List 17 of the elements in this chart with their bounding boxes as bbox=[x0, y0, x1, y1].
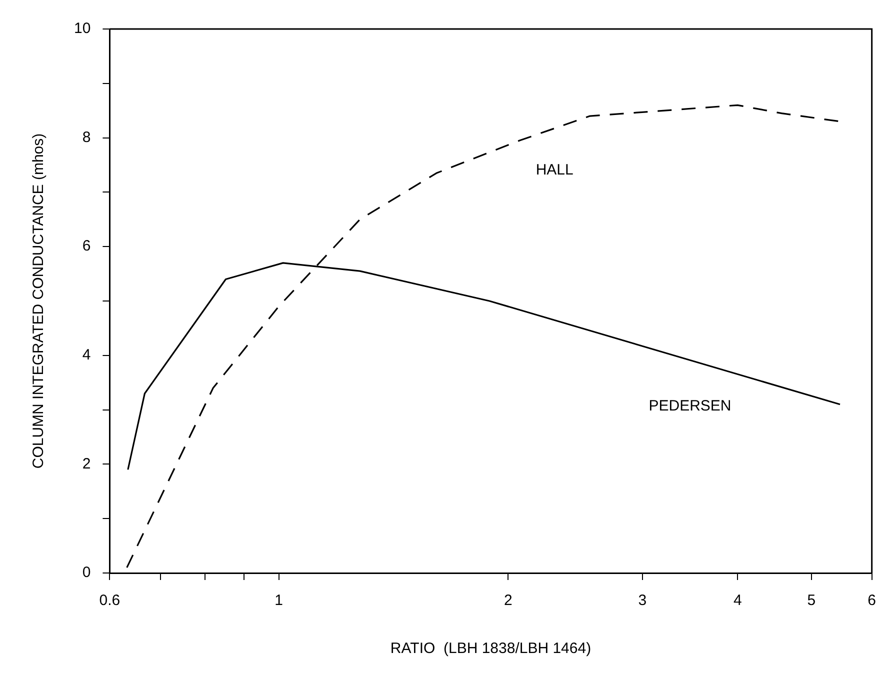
x-tick-label: 2 bbox=[504, 592, 512, 610]
x-tick-label: 5 bbox=[807, 592, 816, 610]
x-tick-label: 3 bbox=[638, 592, 647, 610]
x-axis-title: RATIO (LBH 1838/LBH 1464) bbox=[390, 640, 592, 658]
y-tick-label: 8 bbox=[82, 128, 91, 146]
series-label: PEDERSEN bbox=[648, 398, 732, 414]
y-tick-label: 0 bbox=[82, 564, 91, 582]
x-tick-label: 4 bbox=[733, 592, 742, 610]
y-tick-label: 2 bbox=[82, 455, 91, 472]
x-tick-label: 1 bbox=[274, 592, 283, 610]
y-axis-title: COLUMN INTEGRATED CONDUCTANCE (mhos) bbox=[30, 133, 48, 469]
y-tick-label: 4 bbox=[82, 346, 91, 364]
y-tick-label: 6 bbox=[82, 238, 91, 255]
series-label: HALL bbox=[536, 162, 574, 179]
x-tick-label: 0.6 bbox=[99, 592, 120, 610]
x-tick-label: 6 bbox=[868, 592, 876, 610]
y-tick-label: 10 bbox=[74, 20, 91, 38]
